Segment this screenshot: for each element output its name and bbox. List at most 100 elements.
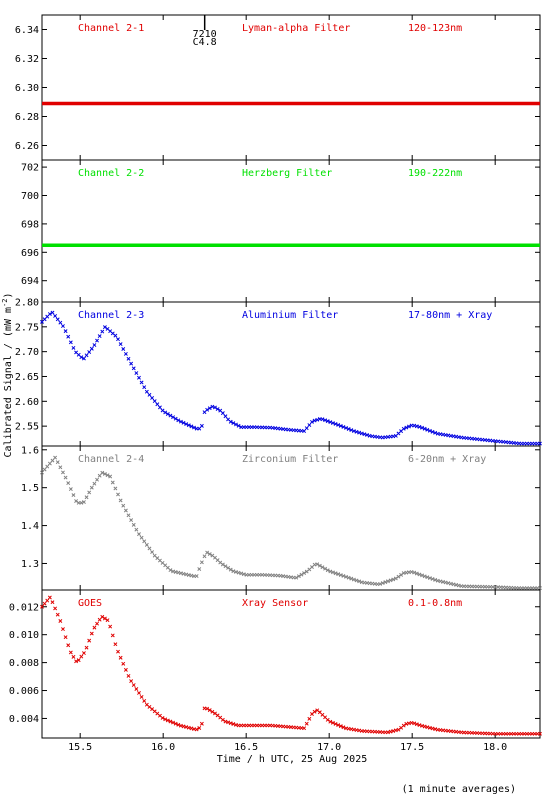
data-point <box>396 574 401 579</box>
data-point <box>425 575 430 580</box>
data-point <box>414 424 419 429</box>
data-point <box>129 361 134 366</box>
panel-frame <box>41 301 541 447</box>
y-tick-label: 2.55 <box>15 422 39 433</box>
y-tick-label: 700 <box>21 191 39 202</box>
panels: 6.26 6.28 6.30 6.32 6.34 Channel 2-1 Lyman-alp… <box>9 14 542 753</box>
data-point <box>338 573 343 577</box>
data-point <box>344 574 348 579</box>
data-point <box>341 425 346 429</box>
data-point <box>315 562 320 567</box>
data-point <box>296 574 301 579</box>
data-point <box>422 574 427 579</box>
data-point <box>137 532 141 537</box>
panel-3: 2.55 2.60 2.65 2.70 2.75 2.80 Channel 2-3 Alumi… <box>15 298 542 447</box>
data-point <box>220 411 225 416</box>
data-point <box>97 617 102 622</box>
data-point <box>333 422 338 426</box>
band-range: 120-123nm <box>408 23 462 34</box>
data-point <box>197 567 202 572</box>
data-point <box>89 485 94 490</box>
data-point <box>45 464 50 469</box>
data-point <box>205 706 210 711</box>
data-point <box>184 572 189 577</box>
data-point <box>391 729 396 733</box>
data-point <box>234 569 238 574</box>
data-point <box>325 419 330 424</box>
data-point <box>538 586 542 591</box>
data-point <box>234 722 238 727</box>
panel-5: 0.004 0.006 0.008 0.010 0.012 GOES Xray Sensor… <box>9 589 542 739</box>
data-point <box>110 633 115 638</box>
y-tick-label: 1.3 <box>21 559 39 570</box>
y-tick-label: 2.60 <box>15 397 39 408</box>
data-point <box>87 638 92 643</box>
data-point <box>92 343 97 348</box>
data-point <box>299 572 304 577</box>
data-point <box>147 392 152 397</box>
data-point <box>422 724 427 729</box>
data-point <box>189 424 194 429</box>
y-tick-label: 1.6 <box>21 445 39 456</box>
data-point <box>349 428 354 432</box>
band-range: 190-222nm <box>408 168 462 179</box>
data-point <box>181 571 186 576</box>
data-point <box>430 726 435 731</box>
data-point <box>58 320 63 325</box>
data-point <box>210 404 215 409</box>
data-point <box>231 722 236 726</box>
data-point <box>163 717 168 722</box>
data-point <box>538 441 542 446</box>
data-point <box>197 426 202 431</box>
data-point <box>139 535 144 540</box>
data-point <box>388 578 393 583</box>
data-point <box>50 310 55 315</box>
data-point <box>171 415 176 420</box>
data-point <box>443 580 448 585</box>
data-point <box>336 422 341 427</box>
data-point <box>213 405 217 410</box>
data-point <box>97 473 102 478</box>
data-point <box>121 347 126 351</box>
data-point <box>178 723 183 728</box>
data-point <box>116 337 120 342</box>
data-point <box>323 418 328 423</box>
data-point <box>168 413 173 418</box>
y-tick-label: 6.30 <box>15 83 39 94</box>
data-point <box>456 583 461 588</box>
data-point <box>92 625 97 630</box>
data-point <box>184 422 189 426</box>
data-point <box>433 430 438 435</box>
panel-frame <box>41 14 541 161</box>
data-point <box>304 721 309 726</box>
series-points <box>40 310 542 446</box>
data-point <box>302 571 307 576</box>
data-point <box>79 355 84 360</box>
data-point <box>186 725 191 730</box>
data-point <box>354 578 359 583</box>
y-tick-label: 2.80 <box>15 298 39 309</box>
data-point <box>53 606 58 611</box>
x-tick-label: 15.5 <box>68 742 92 753</box>
data-point <box>55 317 60 322</box>
data-point <box>312 709 317 714</box>
data-point <box>178 419 183 424</box>
data-point <box>186 573 191 577</box>
data-point <box>116 649 120 654</box>
data-point <box>417 572 422 577</box>
data-point <box>194 727 199 732</box>
data-point <box>66 481 71 486</box>
data-point <box>315 417 320 422</box>
data-point <box>63 635 68 640</box>
data-point <box>87 350 92 354</box>
data-point <box>231 421 236 426</box>
data-point <box>171 569 176 574</box>
data-point <box>307 716 312 721</box>
data-point <box>42 601 47 606</box>
data-point <box>538 731 542 736</box>
data-point <box>441 579 445 584</box>
data-point <box>150 550 155 555</box>
data-point <box>157 405 162 410</box>
data-point <box>207 708 212 713</box>
data-point <box>344 426 348 430</box>
